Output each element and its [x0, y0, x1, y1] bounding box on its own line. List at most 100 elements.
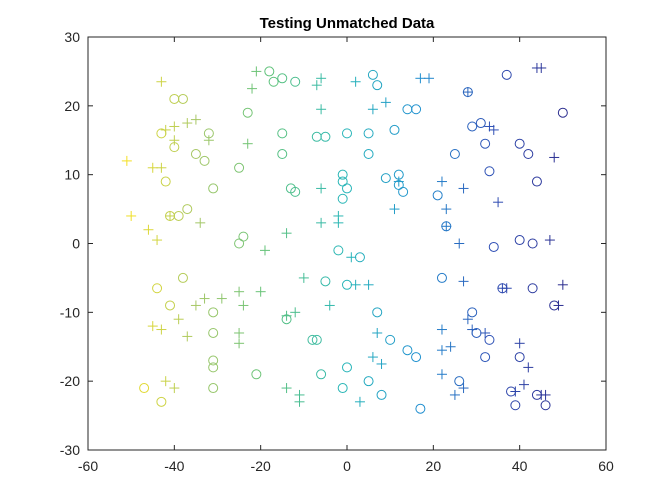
circle-marker: [527, 238, 538, 249]
plus-marker: [143, 224, 154, 235]
circle-marker: [208, 183, 219, 194]
plus-marker: [436, 324, 447, 335]
plus-marker: [380, 97, 391, 108]
plus-marker: [536, 62, 547, 73]
circle-marker: [234, 162, 245, 173]
circle-marker: [238, 231, 249, 242]
y-tick-label: 0: [72, 236, 80, 252]
circle-marker: [411, 352, 422, 363]
plus-marker: [316, 104, 327, 115]
circle-marker: [480, 352, 491, 363]
circle-marker: [242, 107, 253, 118]
plus-marker: [544, 235, 555, 246]
circle-marker: [363, 128, 374, 139]
circle-marker: [190, 149, 201, 160]
circle-marker: [484, 334, 495, 345]
plus-marker: [462, 314, 473, 325]
x-axis-ticks: -60 -40 -20 0 20 40 60: [78, 37, 614, 474]
plus-marker: [488, 124, 499, 135]
plus-marker: [350, 76, 361, 87]
circle-marker: [290, 186, 301, 197]
circle-marker: [199, 155, 210, 166]
circle-marker: [480, 138, 491, 149]
y-axis-ticks: -30 -20 -10 0 10 20 30: [60, 29, 606, 458]
plus-marker: [147, 321, 158, 332]
plus-marker: [247, 83, 258, 94]
plus-marker: [281, 310, 292, 321]
plus-marker: [436, 176, 447, 187]
plus-marker: [195, 217, 206, 228]
circle-marker: [415, 403, 426, 414]
circle-marker: [484, 166, 495, 177]
plot-axes: [87, 36, 607, 451]
plus-marker: [182, 331, 193, 342]
plus-marker: [540, 389, 551, 400]
plus-marker: [234, 338, 245, 349]
circle-marker: [337, 169, 348, 180]
plus-marker: [290, 307, 301, 318]
plus-marker: [458, 383, 469, 394]
circle-marker: [475, 118, 486, 129]
plus-marker: [156, 162, 167, 173]
circle-marker: [251, 369, 262, 380]
plus-marker: [514, 338, 525, 349]
plot-area: [87, 36, 607, 451]
y-tick-label: -30: [60, 442, 80, 458]
circle-marker: [540, 400, 551, 411]
circle-marker: [333, 245, 344, 256]
plus-marker: [393, 176, 404, 187]
y-tick-label: -10: [60, 304, 80, 320]
plus-marker: [298, 272, 309, 283]
circle-marker: [363, 149, 374, 160]
circle-marker: [488, 241, 499, 252]
circle-marker: [376, 389, 387, 400]
plus-marker: [165, 210, 176, 221]
circle-marker: [277, 73, 288, 84]
plus-marker: [363, 279, 374, 290]
circle-marker: [177, 93, 188, 104]
plus-marker: [311, 80, 322, 91]
plus-marker: [234, 327, 245, 338]
circle-marker: [514, 138, 525, 149]
plus-marker: [333, 217, 344, 228]
plus-marker: [350, 279, 361, 290]
plus-marker: [251, 66, 262, 77]
circle-marker: [449, 149, 460, 160]
plus-marker: [169, 121, 180, 132]
circle-marker: [165, 300, 176, 311]
circle-marker: [436, 272, 447, 283]
plus-marker: [156, 76, 167, 87]
chart-title: Testing Unmatched Data: [260, 15, 435, 32]
plus-marker: [480, 327, 491, 338]
plus-marker: [549, 152, 560, 163]
plus-marker: [372, 327, 383, 338]
circle-marker: [372, 80, 383, 91]
circle-marker: [367, 69, 378, 80]
x-tick-label: 20: [426, 458, 442, 474]
plus-marker: [557, 279, 568, 290]
data-markers: [121, 62, 568, 414]
circle-marker: [467, 121, 478, 132]
plus-marker: [436, 369, 447, 380]
circle-marker: [307, 334, 318, 345]
circle-marker: [320, 131, 331, 142]
circle-marker: [290, 76, 301, 87]
plus-marker: [126, 210, 137, 221]
circle-marker: [316, 369, 327, 380]
plus-marker: [518, 379, 529, 390]
plus-marker: [199, 293, 210, 304]
circle-marker: [527, 283, 538, 294]
plus-marker: [281, 383, 292, 394]
x-tick-label: -40: [164, 458, 184, 474]
plus-marker: [182, 118, 193, 129]
plus-marker: [436, 345, 447, 356]
circle-marker: [337, 383, 348, 394]
circle-marker: [160, 176, 171, 187]
x-tick-label: -60: [78, 458, 98, 474]
plus-marker: [242, 138, 253, 149]
plus-marker: [316, 73, 327, 84]
plus-marker: [493, 197, 504, 208]
circle-marker: [337, 193, 348, 204]
circle-marker: [208, 362, 219, 373]
plus-marker: [458, 183, 469, 194]
